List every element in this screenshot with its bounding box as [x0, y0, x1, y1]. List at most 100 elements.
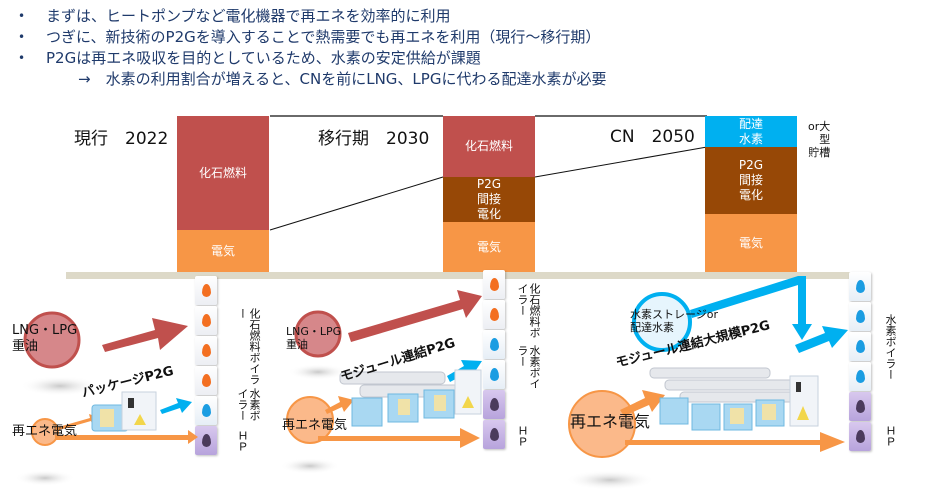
bullet-item: • P2Gは再エネ吸収を目的としているため、水素の安定供給が課題 — [18, 49, 481, 67]
flame-icon — [855, 340, 865, 353]
fossil-boiler-unit — [483, 300, 505, 329]
hydrogen-boiler-unit — [195, 396, 217, 425]
fossil-source-label: LNG・LPG 重油 — [286, 325, 342, 351]
heat-pump-unit — [483, 390, 505, 419]
hydrogen-boiler-unit — [483, 360, 505, 389]
hydrogen-flow-arrow — [795, 326, 848, 353]
flame-icon — [855, 280, 865, 293]
fossil-boiler-unit — [195, 276, 217, 305]
energy-bar-current: 化石燃料 電気 — [177, 116, 269, 272]
label-h2-boiler: 水素ボイラー — [884, 314, 897, 380]
renewable-source-circle — [31, 418, 59, 446]
flame-icon — [201, 344, 211, 357]
flame-icon — [489, 368, 499, 381]
large-module-p2g-unit — [649, 367, 819, 431]
circle-shadow — [20, 376, 100, 396]
hydrogen-boiler-unit — [849, 332, 871, 361]
bar-segment-p2g: P2G 間接 電化 — [705, 147, 797, 214]
heat-pump-unit — [483, 420, 505, 449]
flame-icon — [201, 284, 211, 297]
fossil-boiler-unit — [195, 336, 217, 365]
circle-shadow — [280, 458, 340, 474]
hydrogen-boiler-unit — [849, 362, 871, 391]
bar-segment-electricity: 電気 — [177, 230, 269, 272]
flame-icon — [489, 398, 499, 411]
renewable-source-circle — [568, 390, 636, 458]
bar-segment-delivered_h2: 配達 水素 — [705, 116, 797, 147]
label-hp: ＨＰ — [236, 430, 249, 452]
hydrogen-boiler-unit — [849, 302, 871, 331]
hydrogen-storage-label: 水素ストレージor 配達水素 — [630, 308, 719, 334]
flame-icon — [489, 308, 499, 321]
heat-pump-unit — [849, 422, 871, 451]
energy-bar-transition: 化石燃料 P2G 間接 電化 電気 — [443, 116, 535, 272]
flame-icon — [489, 338, 499, 351]
bullet-item: • つぎに、新技術のP2Gを導入することで熱需要でも再エネを利用（現行～移行期） — [18, 28, 601, 46]
bar-segment-fossil: 化石燃料 — [443, 116, 535, 177]
bar-segment-electricity: 電気 — [443, 222, 535, 272]
flame-icon — [855, 370, 865, 383]
circle-shadow — [288, 364, 348, 380]
flame-icon — [201, 434, 211, 447]
electricity-flow-arrow — [55, 430, 198, 444]
fossil-flow-arrow — [102, 318, 188, 352]
large-tank-note: or大 型 貯槽 — [808, 120, 831, 159]
era-label-cn: CN 2050 — [610, 127, 695, 147]
flame-icon — [855, 310, 865, 323]
label-hp: ＨＰ — [884, 425, 897, 447]
label-h2-boiler: 水素ボイラー — [236, 388, 261, 421]
renewable-source-label: 再エネ電気 — [570, 412, 651, 431]
fossil-fuel-source-circle — [23, 311, 81, 369]
bullet-list: • まずは、ヒートポンプなど電化機器で再エネを効率的に利用 • つぎに、新技術のP2… — [18, 6, 606, 90]
flame-icon — [201, 404, 211, 417]
hydrogen-storage-circle — [632, 292, 692, 352]
electricity-flow-arrow — [318, 428, 480, 448]
sub-bullet: → 水素の利用割合が増えると、CNを前にLNG、LPGに代わる配達水素が必要 — [78, 70, 607, 88]
ground-line — [66, 272, 870, 279]
flame-icon — [489, 278, 499, 291]
era-label-transition: 移行期 2030 — [318, 129, 430, 149]
slope-line-2 — [534, 146, 708, 178]
heat-pump-unit — [849, 392, 871, 421]
fossil-boiler-unit — [195, 306, 217, 335]
label-fossil-boiler: 化石燃料ボイラー — [236, 308, 261, 385]
flame-icon — [855, 400, 865, 413]
fossil-source-label: LNG・LPG 重油 — [12, 323, 78, 354]
flame-icon — [201, 314, 211, 327]
hydrogen-delivery-arrow — [690, 276, 812, 340]
renewable-source-circle — [286, 396, 334, 444]
flame-icon — [489, 428, 499, 441]
electricity-to-p2g-arrow — [620, 390, 665, 416]
electricity-to-p2g-arrow — [55, 414, 100, 431]
electricity-flow-arrow — [625, 432, 845, 452]
bar-segment-electricity: 電気 — [705, 214, 797, 272]
hydrogen-boiler-unit — [483, 330, 505, 359]
circle-shadow — [15, 470, 75, 486]
bar-segment-fossil: 化石燃料 — [177, 116, 269, 230]
renewable-source-label: 再エネ電気 — [12, 424, 78, 439]
bullet-item: • まずは、ヒートポンプなど電化機器で再エネを効率的に利用 — [18, 7, 451, 25]
label-hp: ＨＰ — [516, 425, 529, 447]
flame-icon — [201, 374, 211, 387]
fossil-fuel-source-circle — [294, 310, 342, 358]
flame-icon — [855, 430, 865, 443]
fossil-flow-arrow — [348, 290, 482, 342]
fossil-boiler-unit — [195, 366, 217, 395]
heat-pump-unit — [195, 426, 217, 455]
circle-shadow — [565, 470, 655, 490]
label-fossil-boiler: 化石燃料ボイラー — [516, 283, 541, 338]
module-p2g-unit — [339, 369, 482, 427]
fossil-boiler-unit — [483, 270, 505, 299]
slope-line-1 — [269, 176, 444, 231]
label-h2-boiler: 水素ボイラー — [516, 345, 541, 389]
hydrogen-boiler-unit — [849, 272, 871, 301]
renewable-source-label: 再エネ電気 — [282, 418, 348, 433]
hydrogen-flow-arrow — [160, 398, 192, 414]
electricity-to-p2g-arrow — [325, 396, 354, 414]
energy-bar-cn: 配達 水素 P2G 間接 電化 電気 — [705, 116, 797, 272]
era-label-current: 現行 2022 — [74, 129, 169, 149]
bar-segment-p2g: P2G 間接 電化 — [443, 177, 535, 222]
package-p2g-unit — [91, 391, 157, 432]
